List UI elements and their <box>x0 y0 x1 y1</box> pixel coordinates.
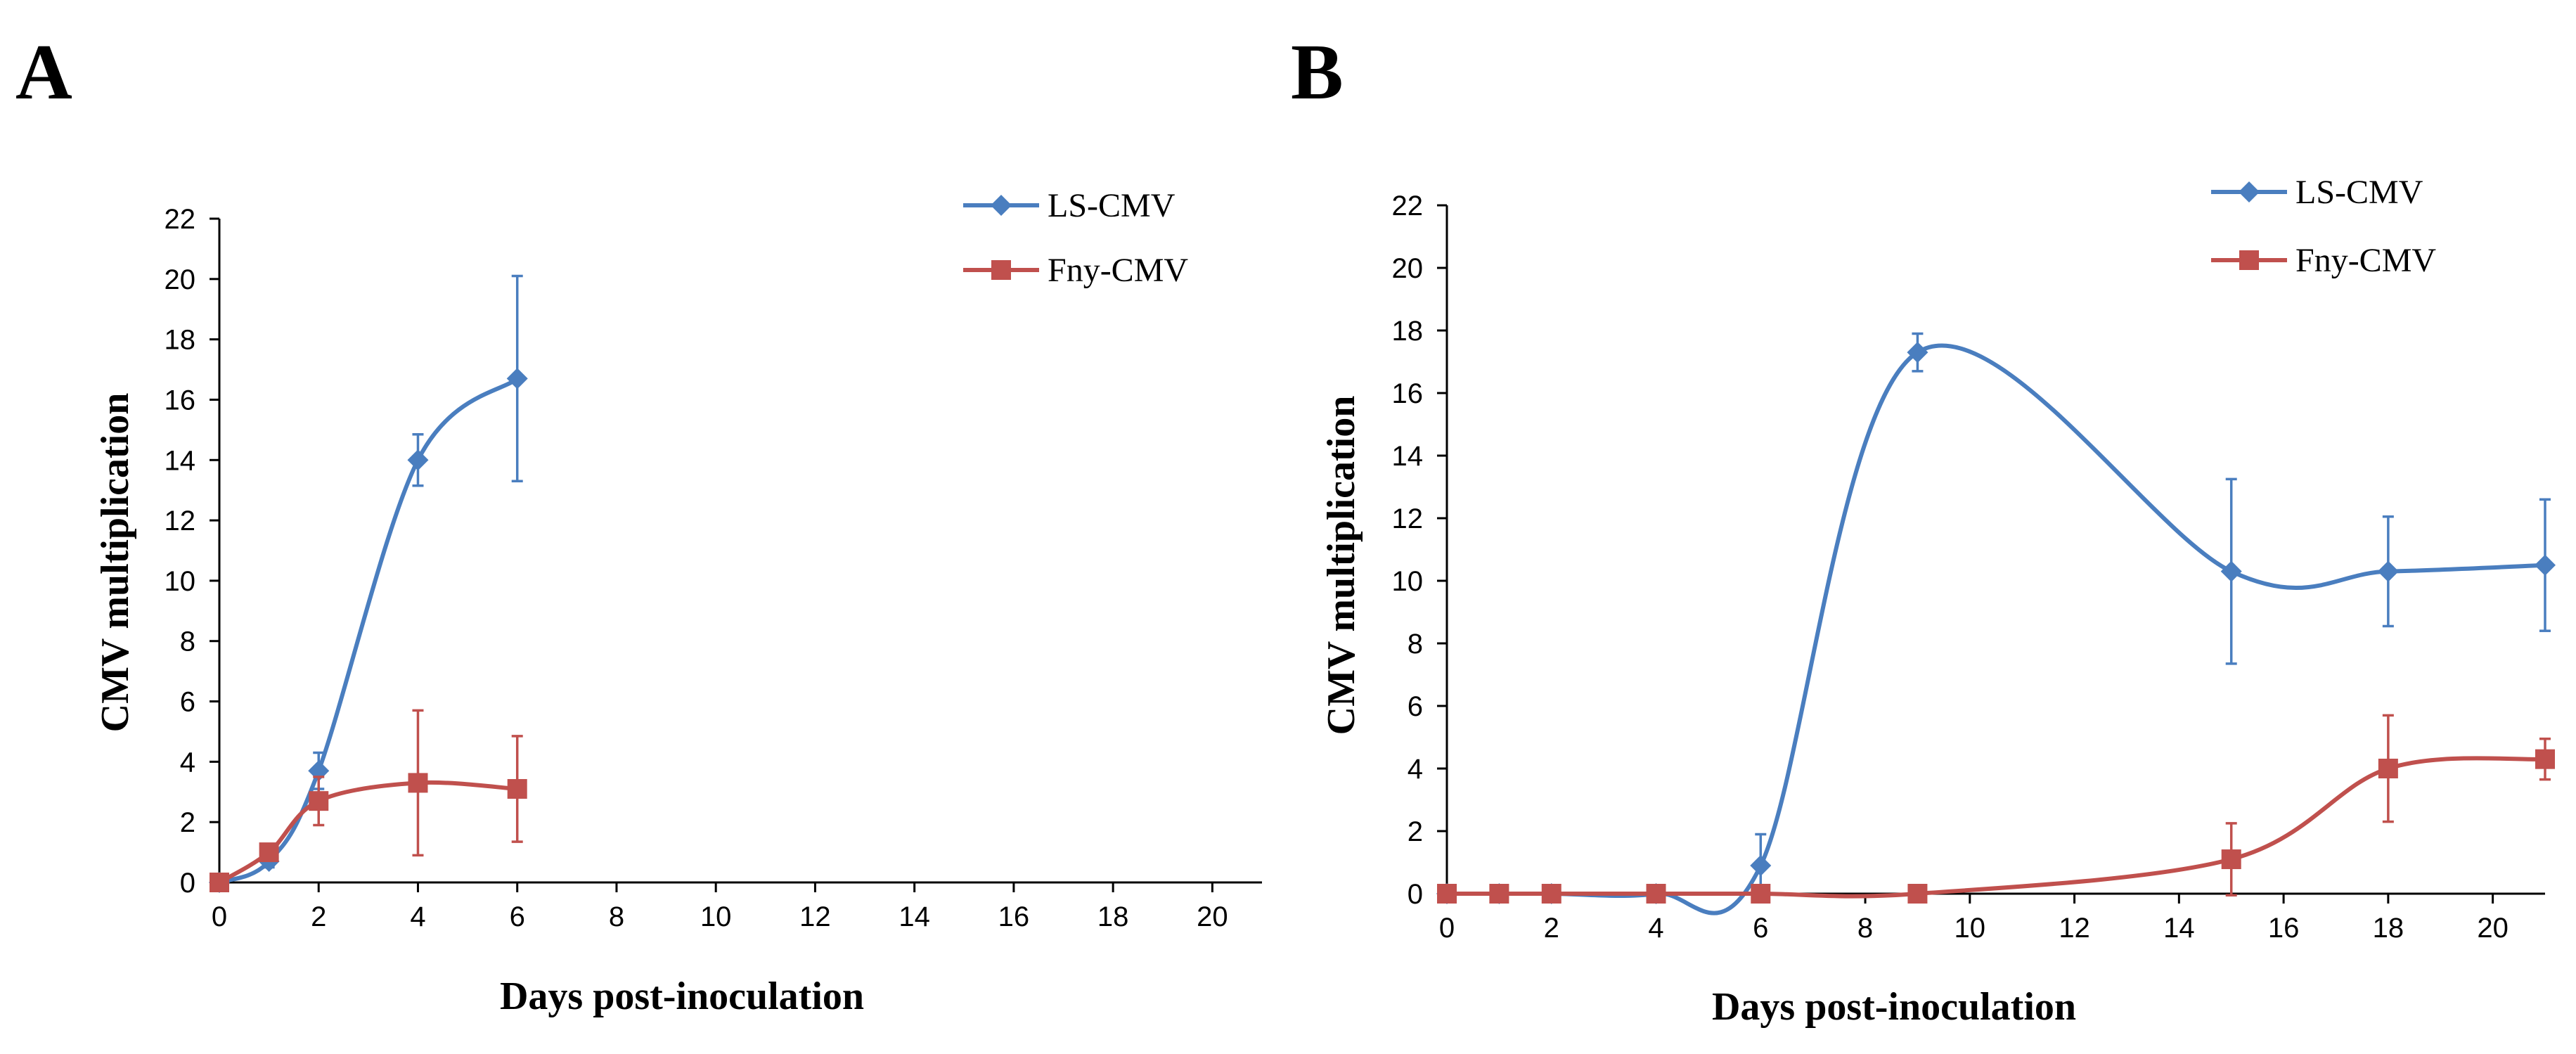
panel-label-a: A <box>15 29 72 116</box>
x-tick-label: 18 <box>2373 913 2404 944</box>
x-tick-label: 8 <box>609 901 624 932</box>
data-point-fny-cmv <box>1907 884 1928 904</box>
series-ls-cmv-b <box>1436 332 2556 915</box>
axes-a: 0 2 4 6 8 10 12 14 16 18 20 22 0 2 4 6 8 10 12 14 16 18 20 <box>165 204 1262 932</box>
legend-item-ls-cmv-a: LS-CMV <box>963 187 1176 224</box>
series-fny-cmv-b <box>1437 714 2555 904</box>
x-tick-label: 20 <box>1197 901 1228 932</box>
y-tick-label: 4 <box>1408 754 1423 785</box>
y-axis-title-b: CMV multiplication <box>1320 396 1363 735</box>
panel-label-b: B <box>1291 29 1344 116</box>
data-point-ls-cmv <box>2535 554 2556 576</box>
x-tick-label: 10 <box>700 901 732 932</box>
y-tick-label: 0 <box>1408 879 1423 910</box>
data-point-fny-cmv <box>408 773 428 793</box>
y-tick-label: 12 <box>1392 503 1424 534</box>
legend-item-fny-cmv-b: Fny-CMV <box>2211 242 2436 279</box>
data-point-fny-cmv <box>2221 849 2241 870</box>
x-tick-label: 6 <box>1753 913 1768 944</box>
legend-marker <box>991 260 1011 280</box>
data-point-fny-cmv <box>1489 884 1509 904</box>
legend-label: Fny-CMV <box>2295 242 2436 279</box>
y-tick-label: 6 <box>180 687 195 718</box>
series-line-ls-cmv <box>217 376 520 885</box>
y-axis-title-a: CMV multiplication <box>94 393 137 733</box>
x-tick-label: 0 <box>1439 913 1455 944</box>
series-fny-cmv-a <box>210 709 527 892</box>
legend-item-fny-cmv-a: Fny-CMV <box>963 252 1188 289</box>
data-point-ls-cmv <box>506 368 528 390</box>
axes-b: 0 2 4 6 8 10 12 14 16 18 20 22 0 2 4 6 8 10 12 14 16 18 20 <box>1392 191 2545 944</box>
x-tick-label: 12 <box>799 901 831 932</box>
series-line-ls-cmv <box>1445 343 2547 915</box>
y-tick-label: 2 <box>180 807 195 838</box>
x-tick-label: 0 <box>212 901 227 932</box>
x-tick-label: 4 <box>410 901 425 932</box>
x-tick-label: 12 <box>2059 913 2090 944</box>
data-point-ls-cmv <box>407 449 429 471</box>
y-tick-label: 4 <box>180 747 195 778</box>
legend-marker <box>2239 181 2260 203</box>
y-tick-label: 16 <box>165 385 196 416</box>
x-tick-label: 2 <box>311 901 326 932</box>
data-point-fny-cmv <box>1541 884 1561 904</box>
data-point-fny-cmv <box>309 791 329 811</box>
y-tick-label: 6 <box>1408 691 1423 722</box>
x-axis-title-b: Days post-inoculation <box>1712 985 2076 1029</box>
chart-panel-a: A Days post-inoculation CMV multiplicati… <box>15 29 1262 1018</box>
data-point-ls-cmv <box>1907 342 1928 364</box>
y-tick-label: 14 <box>165 445 196 476</box>
y-tick-label: 18 <box>1392 316 1424 347</box>
y-tick-label: 16 <box>1392 378 1424 409</box>
y-tick-label: 20 <box>165 264 196 295</box>
x-axis-title-a: Days post-inoculation <box>500 975 864 1018</box>
series-ls-cmv-a <box>209 274 528 893</box>
x-tick-label: 2 <box>1544 913 1559 944</box>
y-tick-label: 22 <box>1392 191 1424 221</box>
legend-item-ls-cmv-b: LS-CMV <box>2211 174 2423 211</box>
y-tick-label: 0 <box>180 868 195 899</box>
legend-marker <box>2239 250 2259 270</box>
data-point-fny-cmv <box>1646 884 1666 904</box>
data-point-fny-cmv <box>210 873 229 892</box>
legend-marker <box>991 195 1012 216</box>
data-point-fny-cmv <box>507 778 527 799</box>
data-point-fny-cmv <box>1751 884 1771 904</box>
data-point-fny-cmv <box>2535 749 2555 769</box>
y-tick-label: 10 <box>165 566 196 597</box>
data-point-fny-cmv <box>2378 759 2398 778</box>
data-point-ls-cmv <box>2220 560 2242 582</box>
x-tick-label: 8 <box>1857 913 1873 944</box>
series-line-fny-cmv <box>1445 756 2547 899</box>
y-tick-label: 8 <box>1408 629 1423 660</box>
chart-panel-b: B Days post-inoculation CMV multiplicati… <box>1291 29 2556 1029</box>
x-tick-label: 20 <box>2477 913 2509 944</box>
y-tick-label: 22 <box>165 204 196 235</box>
data-point-ls-cmv <box>2377 560 2399 582</box>
data-point-fny-cmv <box>259 842 279 863</box>
legend-label: Fny-CMV <box>1048 252 1188 289</box>
x-tick-label: 4 <box>1648 913 1663 944</box>
y-tick-label: 2 <box>1408 816 1423 847</box>
y-tick-label: 10 <box>1392 566 1424 597</box>
y-tick-label: 12 <box>165 506 196 536</box>
data-point-fny-cmv <box>1437 884 1457 904</box>
y-tick-label: 14 <box>1392 441 1424 472</box>
y-tick-label: 20 <box>1392 253 1424 284</box>
x-tick-label: 14 <box>2163 913 2195 944</box>
legend-label: LS-CMV <box>1048 187 1176 224</box>
legend-label: LS-CMV <box>2295 174 2423 211</box>
x-tick-label: 6 <box>510 901 525 932</box>
data-point-ls-cmv <box>1750 854 1772 876</box>
y-tick-label: 18 <box>165 325 196 356</box>
x-tick-label: 14 <box>899 901 930 932</box>
y-tick-label: 8 <box>180 626 195 657</box>
x-tick-label: 16 <box>2268 913 2300 944</box>
x-tick-label: 18 <box>1097 901 1129 932</box>
x-tick-label: 16 <box>998 901 1030 932</box>
x-tick-label: 10 <box>1954 913 1986 944</box>
